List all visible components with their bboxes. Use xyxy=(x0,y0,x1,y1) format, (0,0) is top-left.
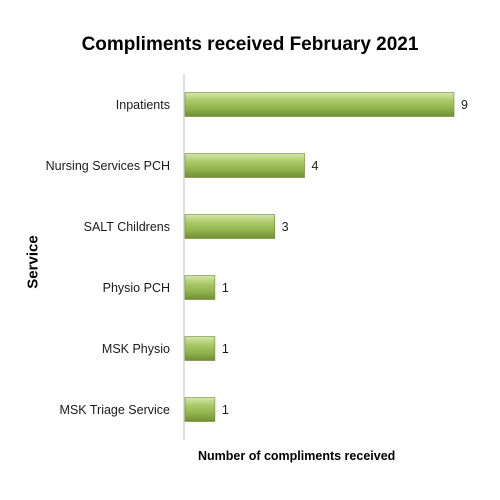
bar-0 xyxy=(184,92,455,117)
category-label-3: Physio PCH xyxy=(103,281,170,295)
bar-2 xyxy=(184,214,275,239)
category-label-0: Inpatients xyxy=(116,98,170,112)
data-label-2: 3 xyxy=(282,220,289,234)
data-label-5: 1 xyxy=(222,403,229,417)
category-label-2: SALT Childrens xyxy=(84,220,170,234)
bar-1 xyxy=(184,153,305,178)
bar-5 xyxy=(184,397,216,422)
category-label-5: MSK Triage Service xyxy=(60,403,171,417)
bar-3 xyxy=(184,275,216,300)
category-label-4: MSK Physio xyxy=(102,342,170,356)
data-label-3: 1 xyxy=(222,281,229,295)
data-label-1: 4 xyxy=(312,159,319,173)
data-label-0: 9 xyxy=(461,98,468,112)
bar-4 xyxy=(184,336,216,361)
category-label-1: Nursing Services PCH xyxy=(46,159,170,173)
chart-title: Compliments received February 2021 xyxy=(81,34,419,55)
x-axis-label: Number of compliments received xyxy=(198,449,396,463)
data-label-4: 1 xyxy=(222,342,229,356)
